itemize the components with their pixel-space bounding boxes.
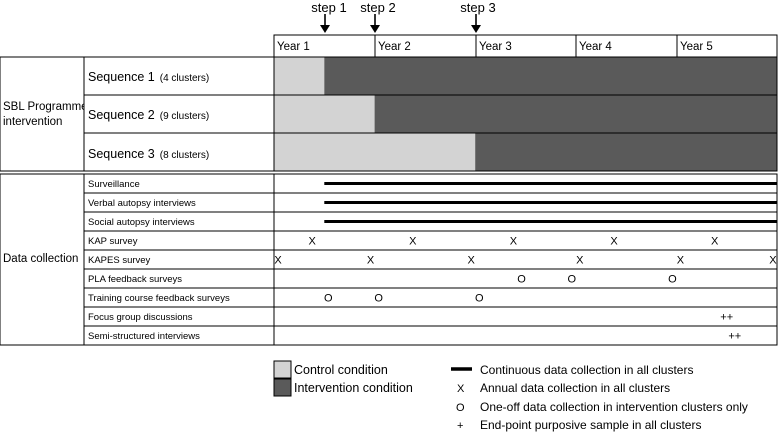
sequence-2-intervention-bar: [374, 95, 777, 133]
collection-mark: X: [309, 236, 317, 248]
data-row: Social autopsy interviews: [84, 211, 777, 228]
collection-mark: O: [475, 293, 484, 305]
collection-mark: X: [610, 236, 618, 248]
collection-mark: X: [409, 236, 417, 248]
data-row-label: Verbal autopsy interviews: [88, 198, 196, 209]
data-row: PLA feedback surveys O O O: [84, 268, 777, 286]
sequence-3-label: Sequence 3 (8 clusters): [88, 147, 209, 161]
year-label: Year 5: [680, 41, 713, 53]
collection-mark: O: [374, 293, 383, 305]
collection-mark: X: [769, 255, 777, 267]
sequence-1-intervention-bar: [324, 57, 777, 95]
legend-intervention-label: Intervention condition: [294, 381, 413, 395]
legend-annual-label: Annual data collection in all clusters: [480, 381, 670, 395]
step-label: step 1: [311, 0, 346, 15]
programme-section: SBL Programme intervention Sequence 1 (4 …: [0, 56, 778, 172]
collection-mark: X: [274, 255, 282, 267]
legend-continuous-label: Continuous data collection in all cluste…: [480, 363, 693, 377]
year-header: Year 1 Year 2 Year 3 Year 4 Year 5: [273, 34, 778, 58]
legend-endpoint-symbol: +: [457, 420, 463, 432]
year-label: Year 2: [378, 41, 411, 53]
data-row: Semi-structured interviews ++: [84, 325, 777, 343]
year-label: Year 4: [579, 41, 612, 53]
step-marker-1: step 1: [311, 0, 347, 33]
intervention-swatch: [273, 378, 292, 397]
legend-endpoint-label: End-point purposive sample in all cluste…: [480, 418, 701, 432]
collection-mark: X: [367, 255, 375, 267]
data-row-label: Focus group discussions: [88, 312, 193, 323]
data-row-label: PLA feedback surveys: [88, 274, 182, 285]
programme-label: SBL Programme: [3, 101, 88, 113]
sequence-3-control-bar: [274, 133, 476, 171]
collection-mark: O: [517, 274, 526, 286]
year-label: Year 1: [277, 41, 310, 53]
data-row-label: KAP survey: [88, 236, 138, 247]
legend-annual-symbol: X: [457, 383, 465, 395]
collection-mark: X: [468, 255, 476, 267]
sequence-3-intervention-bar: [475, 133, 777, 171]
down-arrow-icon: [471, 25, 481, 33]
legend-oneoff-symbol: O: [456, 402, 465, 414]
down-arrow-icon: [370, 25, 380, 33]
data-row: Training course feedback surveys O O O: [84, 287, 777, 305]
collection-mark: X: [677, 255, 685, 267]
data-row: Focus group discussions ++: [84, 306, 777, 324]
collection-mark: O: [324, 293, 333, 305]
collection-mark: ++: [728, 331, 741, 343]
sequence-2-control-bar: [274, 95, 375, 133]
data-collection-label: Data collection: [3, 253, 78, 265]
down-arrow-icon: [320, 25, 330, 33]
step-label: step 3: [460, 0, 495, 15]
year-label: Year 3: [479, 41, 512, 53]
collection-mark: O: [668, 274, 677, 286]
legend-oneoff-label: One-off data collection in intervention …: [480, 400, 748, 414]
data-row: Surveillance: [88, 179, 777, 190]
data-row-label: KAPES survey: [88, 255, 151, 266]
sequence-1-label: Sequence 1 (4 clusters): [88, 70, 209, 84]
data-row-label: Social autopsy interviews: [88, 217, 195, 228]
programme-label: intervention: [3, 116, 62, 128]
sequence-1-control-bar: [274, 57, 325, 95]
data-row: KAP survey X X X X X: [84, 230, 777, 248]
data-row-label: Semi-structured interviews: [88, 331, 200, 342]
collection-mark: O: [567, 274, 576, 286]
collection-mark: X: [711, 236, 719, 248]
legend-control-label: Control condition: [294, 363, 388, 377]
data-row-label: Surveillance: [88, 179, 140, 190]
legend: Control condition Intervention condition…: [273, 360, 748, 432]
step-label: step 2: [360, 0, 395, 15]
collection-mark: X: [576, 255, 584, 267]
data-row: Verbal autopsy interviews: [84, 192, 777, 209]
data-row: KAPES survey X X X X X X: [84, 249, 777, 267]
collection-mark: X: [510, 236, 518, 248]
data-row-label: Training course feedback surveys: [88, 293, 230, 304]
collection-mark: ++: [720, 312, 733, 324]
control-swatch: [273, 360, 292, 379]
sequence-2-label: Sequence 2 (9 clusters): [88, 108, 209, 122]
step-marker-2: step 2: [360, 0, 396, 33]
data-collection-section: Data collection Surveillance Verbal autop…: [0, 173, 778, 346]
step-marker-3: step 3: [460, 0, 496, 33]
